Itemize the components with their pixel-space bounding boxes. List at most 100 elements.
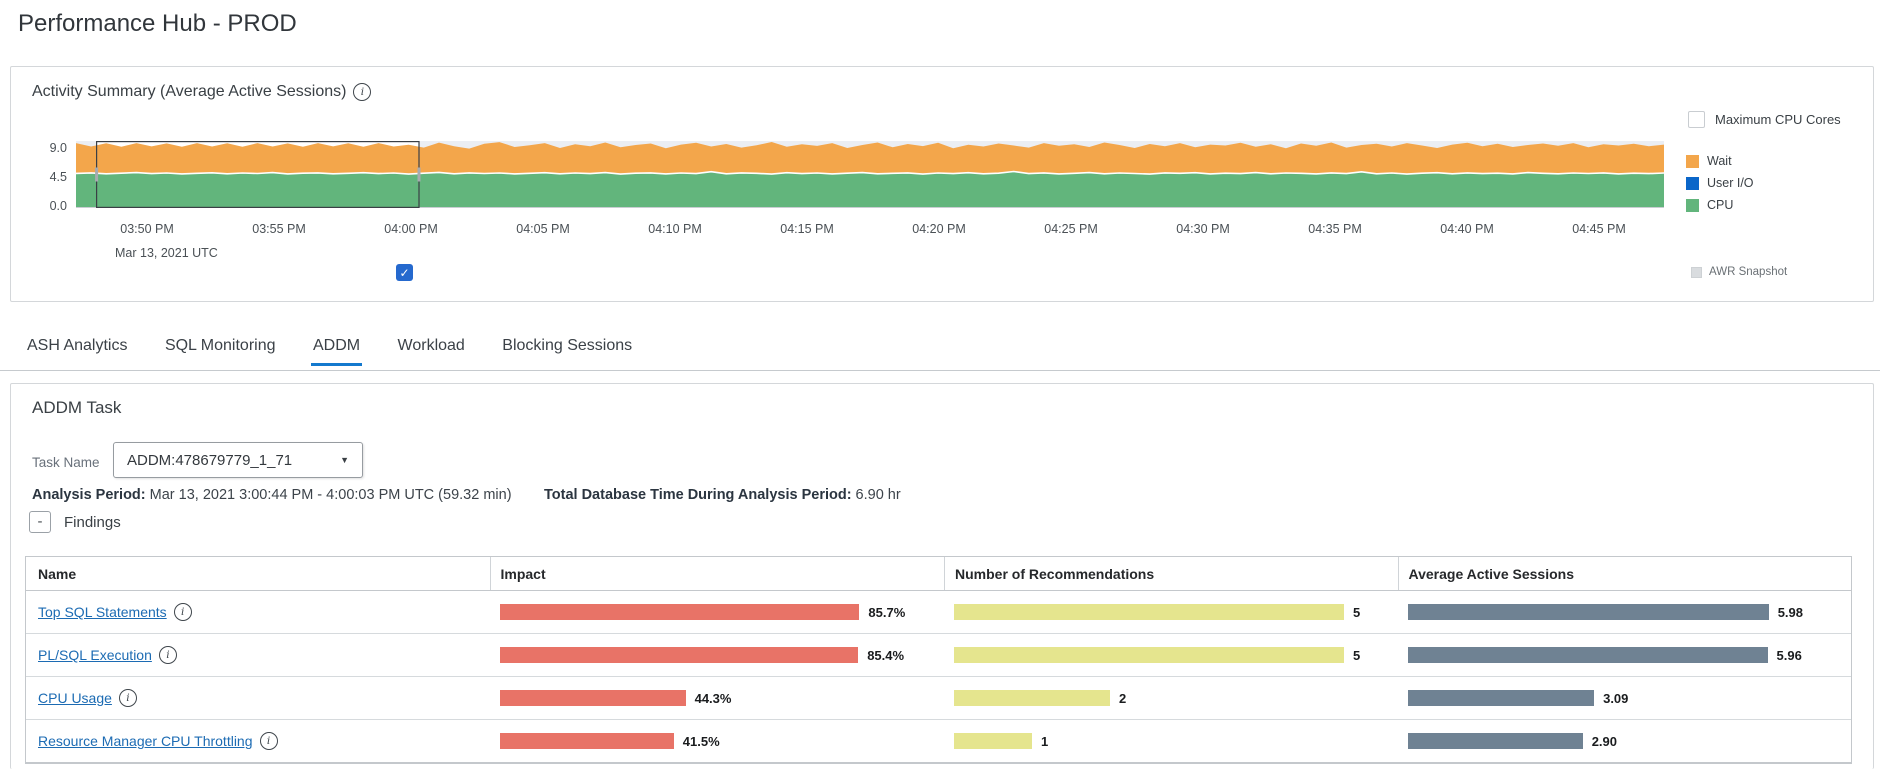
impact-value: 85.7% xyxy=(868,604,906,620)
maximum-cpu-cores-label: Maximum CPU Cores xyxy=(1715,112,1841,127)
recommendations-bar xyxy=(954,690,1110,706)
legend-label: Wait xyxy=(1707,154,1732,168)
recommendations-value: 2 xyxy=(1119,690,1127,706)
sessions-value: 5.98 xyxy=(1777,604,1803,620)
x-axis-label: 04:45 PM xyxy=(1572,222,1626,236)
finding-link[interactable]: PL/SQL Execution xyxy=(38,647,152,663)
x-axis-label: 03:50 PM xyxy=(120,222,174,236)
x-axis-label: 04:05 PM xyxy=(516,222,570,236)
addm-task-title: ADDM Task xyxy=(32,398,122,417)
impact-value: 41.5% xyxy=(682,733,720,749)
y-axis-label: 4.5 xyxy=(49,170,67,184)
task-name-label: Task Name xyxy=(32,455,100,470)
awr-snapshot-swatch-icon xyxy=(1691,266,1702,278)
tab-sql-monitoring[interactable]: SQL Monitoring xyxy=(164,337,276,354)
total-db-time-value: 6.90 hr xyxy=(851,487,901,503)
info-icon[interactable]: i xyxy=(353,83,372,101)
activity-summary-panel: Activity Summary (Average Active Session… xyxy=(10,66,1874,302)
task-name-value: ADDM:478679779_1_71 xyxy=(127,451,293,469)
recommendations-bar xyxy=(954,733,1032,749)
column-header-name: Name xyxy=(38,565,77,582)
x-axis-label: 04:10 PM xyxy=(648,222,702,236)
column-header-sessions: Average Active Sessions xyxy=(1397,557,1852,590)
recommendations-bar xyxy=(954,604,1344,620)
legend-label: User I/O xyxy=(1707,176,1754,190)
legend-item-user-io[interactable]: User I/O xyxy=(1686,172,1754,194)
sessions-bar xyxy=(1407,690,1595,706)
cpu-swatch-icon xyxy=(1686,198,1699,212)
recommendations-bar xyxy=(954,647,1344,663)
analysis-period-value: Mar 13, 2021 3:00:44 PM - 4:00:03 PM UTC… xyxy=(145,487,512,503)
user-io-swatch-icon xyxy=(1686,176,1699,190)
info-icon[interactable]: i xyxy=(158,646,177,664)
activity-summary-title: Activity Summary (Average Active Session… xyxy=(32,83,372,101)
activity-summary-title-text: Activity Summary (Average Active Session… xyxy=(32,83,347,100)
impact-bar xyxy=(499,690,686,706)
x-axis-label: 04:30 PM xyxy=(1176,222,1230,236)
finding-link[interactable]: CPU Usage xyxy=(38,690,112,706)
y-axis-label: 9.0 xyxy=(49,141,67,155)
finding-link[interactable]: Top SQL Statements xyxy=(38,604,167,620)
recommendations-value: 5 xyxy=(1353,604,1361,620)
tab-addm[interactable]: ADDM xyxy=(310,331,363,366)
awr-snapshot-legend: AWR Snapshot xyxy=(1691,266,1787,278)
table-row: Top SQL Statements i 85.7% 5 5.98 xyxy=(26,591,1851,634)
sessions-value: 5.96 xyxy=(1776,647,1802,663)
findings-table: Name Impact Number of Recommendations Av… xyxy=(25,556,1852,764)
x-axis-label: 04:00 PM xyxy=(384,222,438,236)
table-header-row: Name Impact Number of Recommendations Av… xyxy=(26,557,1851,591)
y-axis-label: 0.0 xyxy=(49,199,67,213)
x-axis-label: 04:15 PM xyxy=(780,222,834,236)
tab-workload[interactable]: Workload xyxy=(397,337,465,354)
info-icon[interactable]: i xyxy=(259,732,278,750)
impact-value: 44.3% xyxy=(694,690,732,706)
legend-item-wait[interactable]: Wait xyxy=(1686,150,1754,172)
recommendations-value: 5 xyxy=(1353,647,1361,663)
tab-ash-analytics[interactable]: ASH Analytics xyxy=(27,337,128,354)
impact-bar xyxy=(499,604,860,620)
x-axis-label: 04:35 PM xyxy=(1308,222,1362,236)
column-header-recommendations: Number of Recommendations xyxy=(944,557,1398,590)
analysis-period-label: Analysis Period: xyxy=(32,487,146,503)
maximum-cpu-cores-option: Maximum CPU Cores xyxy=(1688,111,1841,128)
dropdown-arrow-icon: ▼ xyxy=(340,455,349,465)
sessions-bar xyxy=(1407,647,1768,663)
wait-swatch-icon xyxy=(1686,154,1699,168)
sessions-bar xyxy=(1407,733,1583,749)
info-icon[interactable]: i xyxy=(173,603,192,621)
task-name-dropdown[interactable]: ADDM:478679779_1_71 ▼ xyxy=(113,442,363,478)
column-header-impact: Impact xyxy=(489,557,945,590)
x-axis-label: 03:55 PM xyxy=(252,222,306,236)
awr-snapshot-label: AWR Snapshot xyxy=(1709,266,1788,278)
recommendations-value: 1 xyxy=(1041,733,1049,749)
activity-chart[interactable] xyxy=(76,141,1664,208)
x-axis-label: 04:20 PM xyxy=(912,222,966,236)
total-db-time-label: Total Database Time During Analysis Peri… xyxy=(544,487,852,503)
sessions-value: 2.90 xyxy=(1591,733,1617,749)
page-title: Performance Hub - PROD xyxy=(18,10,297,37)
awr-snapshot-marker-icon[interactable]: ✓ xyxy=(396,264,413,281)
finding-link[interactable]: Resource Manager CPU Throttling xyxy=(38,733,253,749)
x-axis-label: 04:25 PM xyxy=(1044,222,1098,236)
collapse-findings-button[interactable]: - xyxy=(29,511,51,533)
x-axis: 03:50 PM 03:55 PM 04:00 PM 04:05 PM 04:10 PM… xyxy=(76,222,1664,238)
maximum-cpu-cores-checkbox[interactable] xyxy=(1688,111,1705,128)
table-row: PL/SQL Execution i 85.4% 5 5.96 xyxy=(26,634,1851,677)
findings-label: Findings xyxy=(64,513,121,531)
tab-blocking-sessions[interactable]: Blocking Sessions xyxy=(502,337,633,354)
findings-header: - Findings xyxy=(29,511,121,533)
addm-task-panel: ADDM Task Task Name ADDM:478679779_1_71 … xyxy=(10,383,1874,769)
legend-label: CPU xyxy=(1707,198,1734,212)
impact-value: 85.4% xyxy=(867,647,905,663)
table-row: CPU Usage i 44.3% 2 3.09 xyxy=(26,677,1851,720)
sessions-value: 3.09 xyxy=(1603,690,1629,706)
sessions-bar xyxy=(1407,604,1769,620)
chart-legend: Wait User I/O CPU xyxy=(1686,150,1754,216)
x-axis-date-label: Mar 13, 2021 UTC xyxy=(115,246,218,260)
x-axis-label: 04:40 PM xyxy=(1440,222,1494,236)
impact-bar xyxy=(499,647,859,663)
info-icon[interactable]: i xyxy=(118,689,137,707)
legend-item-cpu[interactable]: CPU xyxy=(1686,194,1754,216)
tab-bar: ASH Analytics SQL Monitoring ADDM Worklo… xyxy=(0,331,1880,371)
analysis-period-line: Analysis Period: Mar 13, 2021 3:00:44 PM… xyxy=(32,487,901,503)
